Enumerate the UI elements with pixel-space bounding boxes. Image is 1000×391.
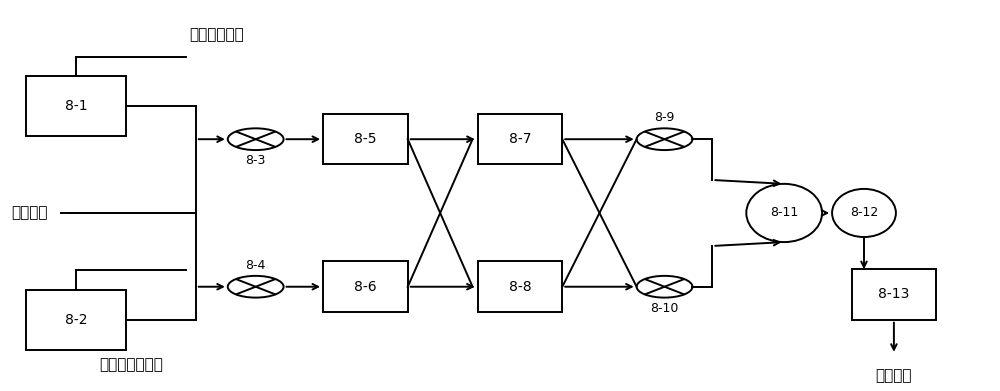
Text: 8-5: 8-5 xyxy=(354,132,377,146)
Bar xyxy=(323,262,408,312)
Text: 8-11: 8-11 xyxy=(770,206,798,219)
Text: 8-4: 8-4 xyxy=(245,259,266,272)
Text: 8-6: 8-6 xyxy=(354,280,377,294)
Bar xyxy=(26,290,126,350)
Text: 基频载波信号: 基频载波信号 xyxy=(189,27,244,42)
Text: 8-1: 8-1 xyxy=(65,99,87,113)
Text: 解调信号: 解调信号 xyxy=(876,369,912,384)
Bar xyxy=(26,76,126,136)
Bar xyxy=(852,269,936,320)
Text: 8-7: 8-7 xyxy=(509,132,531,146)
Bar xyxy=(478,262,562,312)
Bar xyxy=(323,114,408,165)
Text: 8-8: 8-8 xyxy=(509,280,531,294)
Text: 干涉信号: 干涉信号 xyxy=(11,205,48,221)
Bar xyxy=(478,114,562,165)
Text: 二倍频载波信号: 二倍频载波信号 xyxy=(99,357,163,372)
Text: 8-13: 8-13 xyxy=(878,287,910,301)
Text: 8-3: 8-3 xyxy=(245,154,266,167)
Text: 8-12: 8-12 xyxy=(850,206,878,219)
Text: 8-9: 8-9 xyxy=(654,111,675,124)
Text: 8-10: 8-10 xyxy=(650,301,679,315)
Text: 8-2: 8-2 xyxy=(65,313,87,327)
